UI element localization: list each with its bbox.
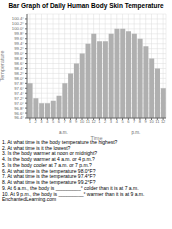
svg-text:1: 1	[29, 119, 32, 124]
svg-text:99.8°: 99.8°	[14, 31, 24, 36]
svg-text:10: 10	[80, 119, 85, 124]
svg-text:5: 5	[121, 119, 124, 124]
svg-text:96.8°: 96.8°	[14, 105, 24, 110]
svg-text:97.6°: 97.6°	[14, 86, 24, 91]
svg-text:1: 1	[98, 119, 101, 124]
svg-text:3: 3	[40, 119, 43, 124]
svg-text:96.6°: 96.6°	[14, 110, 24, 115]
svg-text:97.2°: 97.2°	[14, 95, 24, 100]
svg-text:100.0°: 100.0°	[12, 26, 24, 31]
svg-text:6: 6	[58, 119, 61, 124]
svg-text:97.4°: 97.4°	[14, 91, 24, 96]
svg-text:11: 11	[155, 119, 160, 124]
svg-text:97.8°: 97.8°	[14, 81, 24, 86]
svg-text:a.m.: a.m.	[59, 130, 68, 135]
svg-text:2: 2	[35, 119, 38, 124]
svg-text:99.4°: 99.4°	[14, 41, 24, 46]
svg-text:6: 6	[127, 119, 130, 124]
svg-text:100.4°: 100.4°	[12, 16, 24, 21]
svg-text:4: 4	[46, 119, 49, 124]
svg-text:Time: Time	[90, 135, 102, 140]
svg-text:10: 10	[149, 119, 154, 124]
svg-text:98.8°: 98.8°	[14, 56, 24, 61]
svg-text:97.0°: 97.0°	[14, 100, 24, 105]
svg-text:98.0°: 98.0°	[14, 76, 24, 81]
svg-text:100.2°: 100.2°	[12, 21, 24, 26]
svg-text:9: 9	[75, 119, 78, 124]
svg-text:7: 7	[133, 119, 136, 124]
svg-text:11: 11	[86, 119, 91, 124]
svg-text:8: 8	[139, 119, 142, 124]
svg-text:12: 12	[91, 119, 96, 124]
svg-text:99.6°: 99.6°	[14, 36, 24, 41]
svg-text:9: 9	[145, 119, 148, 124]
svg-text:7: 7	[64, 119, 67, 124]
svg-text:98.6°: 98.6°	[14, 61, 24, 66]
svg-text:5: 5	[52, 119, 55, 124]
svg-text:96.4°: 96.4°	[14, 115, 24, 120]
svg-text:3: 3	[110, 119, 113, 124]
svg-text:12: 12	[161, 119, 164, 124]
svg-text:4: 4	[116, 119, 119, 124]
svg-text:p.m.: p.m.	[131, 130, 140, 135]
svg-text:8: 8	[69, 119, 72, 124]
svg-text:99.0°: 99.0°	[14, 51, 24, 56]
svg-text:98.4°: 98.4°	[14, 66, 24, 71]
svg-text:98.2°: 98.2°	[14, 71, 24, 76]
svg-text:2: 2	[104, 119, 107, 124]
svg-text:99.2°: 99.2°	[14, 46, 24, 51]
